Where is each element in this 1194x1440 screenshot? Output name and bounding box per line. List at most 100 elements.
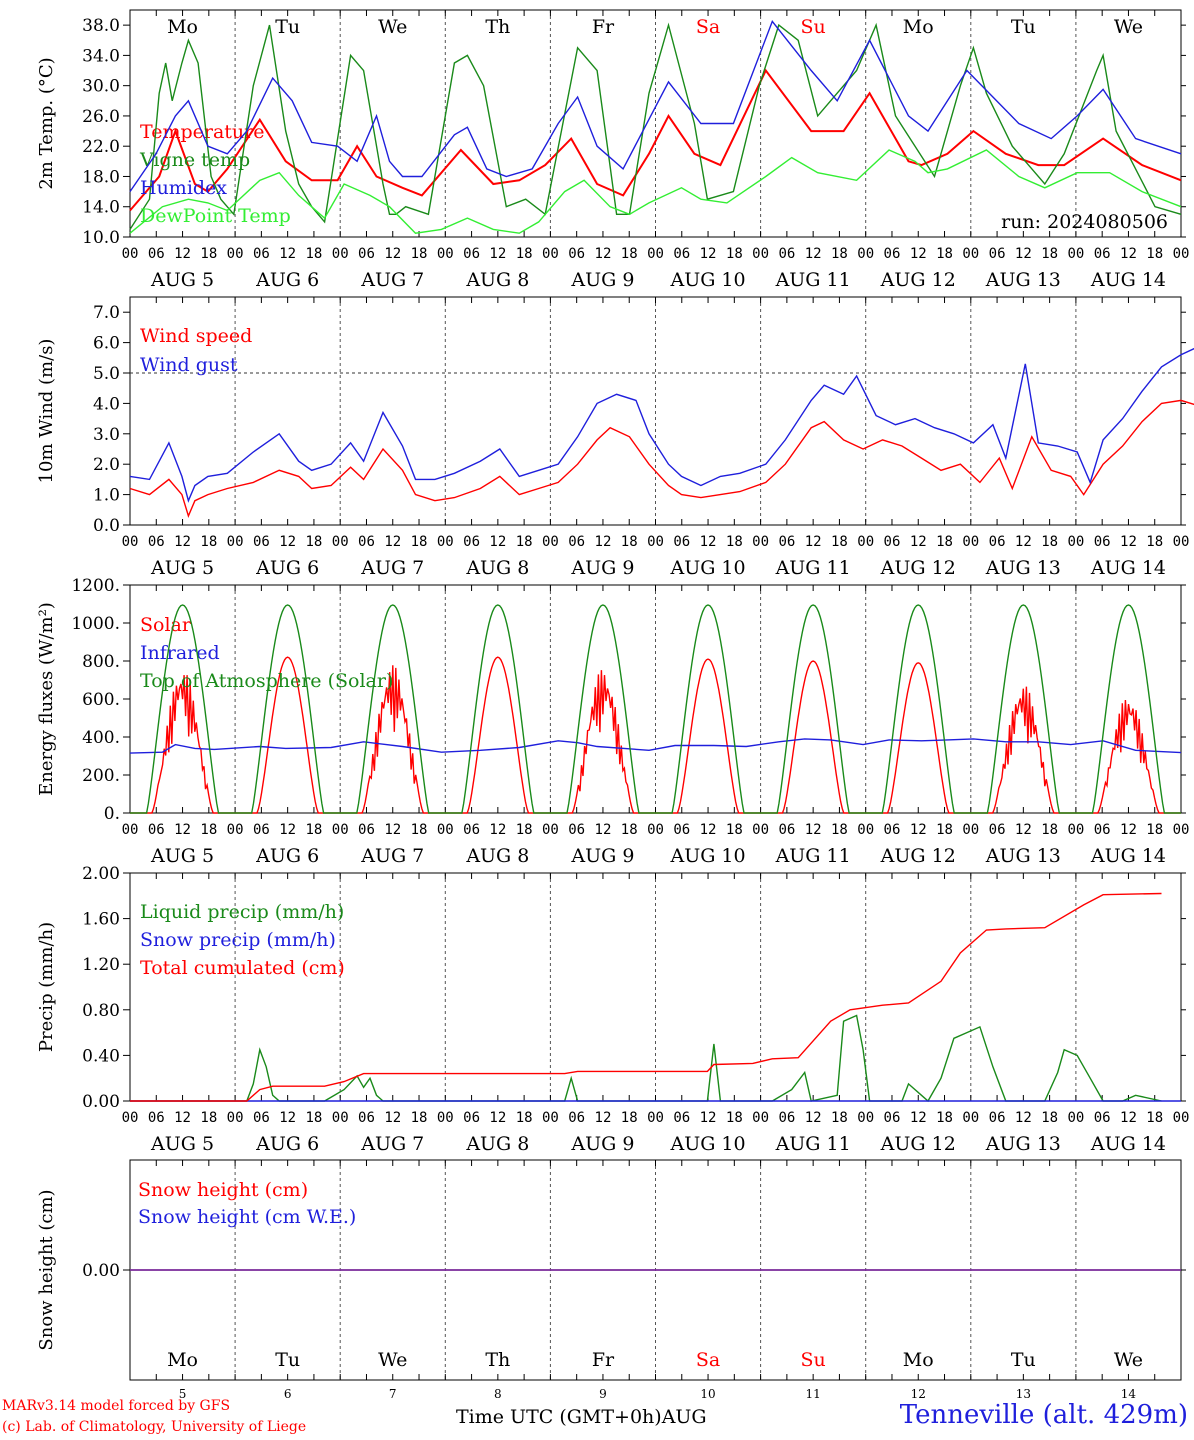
hour-tick-label: 12 [384,822,401,838]
hour-tick-label: 06 [463,1110,480,1126]
day-name: We [378,1349,407,1371]
hour-tick-label: 18 [936,1110,953,1126]
legend-label-wind-speed: Wind speed [140,325,252,347]
date-label: AUG 14 [1090,1133,1166,1155]
hour-tick-label: 18 [831,1110,848,1126]
hour-tick-label: 00 [752,822,769,838]
y-tick-label: 7.0 [93,303,120,323]
y-tick-label: 1.20 [82,955,120,975]
hour-tick-label: 12 [700,822,717,838]
legend-label-dewpoint-temp: DewPoint Temp [140,205,291,227]
date-label: AUG 7 [360,269,424,291]
legend-label-vigne-temp: Vigne temp [139,149,250,171]
hour-tick-label: 18 [516,822,533,838]
hour-tick-label: 00 [962,534,979,550]
date-label: AUG 8 [465,557,529,579]
y-tick-label: 0. [104,804,120,824]
date-label: AUG 9 [570,269,634,291]
hour-tick-label: 00 [752,246,769,262]
date-number: 11 [806,1387,821,1401]
hour-tick-label: 12 [174,1110,191,1126]
hour-tick-label: 12 [384,1110,401,1126]
hour-tick-label: 12 [595,246,612,262]
hour-tick-label: 00 [647,1110,664,1126]
lab-credit: (c) Lab. of Climatology, University of L… [2,1419,307,1435]
hour-tick-label: 00 [437,1110,454,1126]
hour-tick-label: 18 [516,246,533,262]
series-line-humidex [129,20,1182,192]
date-label: AUG 14 [1090,557,1166,579]
y-tick-label: 1000. [71,614,120,634]
date-label: AUG 10 [669,269,745,291]
hour-tick-label: 12 [700,534,717,550]
hour-tick-label: 12 [700,246,717,262]
date-label: AUG 6 [255,557,319,579]
y-tick-label: 18.0 [82,167,120,187]
day-name: We [1114,1349,1143,1371]
hour-tick-label: 18 [1146,534,1163,550]
date-label: AUG 5 [150,845,214,867]
hour-tick-label: 18 [411,1110,428,1126]
hour-tick-label: 18 [1041,534,1058,550]
day-name: Su [801,1349,826,1371]
hour-tick-label: 00 [857,534,874,550]
hour-tick-label: 00 [1173,822,1190,838]
day-name: Tu [1011,16,1036,38]
date-label: AUG 11 [775,1133,851,1155]
series-line-total-cumulated-cm- [130,892,1162,1102]
date-label: AUG 9 [570,845,634,867]
hour-tick-label: 12 [595,534,612,550]
y-tick-label: 800. [82,652,120,672]
date-label: AUG 13 [985,557,1061,579]
hour-tick-label: 12 [1120,534,1137,550]
day-name: Sa [696,16,720,38]
hour-tick-label: 12 [910,822,927,838]
hour-tick-label: 12 [1015,1110,1032,1126]
legend-label-wind-gust: Wind gust [140,354,238,376]
hour-tick-label: 06 [253,1110,270,1126]
hour-tick-label: 12 [805,822,822,838]
day-name: Mo [167,16,198,38]
hour-tick-label: 00 [1067,1110,1084,1126]
date-label: AUG 13 [985,845,1061,867]
hour-tick-label: 12 [279,534,296,550]
date-label: AUG 11 [775,269,851,291]
day-name: Fr [592,16,615,38]
hour-tick-label: 06 [568,246,585,262]
date-label: AUG 10 [669,557,745,579]
hour-tick-label: 12 [1120,822,1137,838]
series-line-temperature [129,68,1182,212]
hour-tick-label: 00 [857,246,874,262]
y-tick-label: 0.40 [82,1046,120,1066]
hour-tick-label: 18 [936,822,953,838]
date-number: 12 [911,1387,926,1401]
day-name: Sa [696,1349,720,1371]
series-line-wind-speed [129,399,1194,518]
series-line-liquid-precip-mm-h- [130,1014,1162,1103]
hour-tick-label: 18 [831,822,848,838]
hour-tick-label: 00 [857,822,874,838]
hour-tick-label: 00 [752,534,769,550]
hour-tick-label: 00 [1067,534,1084,550]
hour-tick-label: 06 [358,1110,375,1126]
hour-tick-label: 12 [174,246,191,262]
hour-tick-label: 00 [542,822,559,838]
hour-tick-label: 18 [726,822,743,838]
hour-tick-label: 18 [621,1110,638,1126]
date-label: AUG 10 [669,1133,745,1155]
series-line-dewpoint-temp [129,149,1182,234]
hour-tick-label: 18 [200,822,217,838]
hour-tick-label: 00 [647,822,664,838]
hour-tick-label: 06 [148,1110,165,1126]
time-axis-label: Time UTC (GMT+0h)AUG [456,1406,707,1428]
date-label: AUG 14 [1090,845,1166,867]
hour-tick-label: 00 [122,246,139,262]
panel-precip: 0.00 0.40 0.80 1.20 1.60 2.00 Precip (mm/h) 00 0… [36,864,1189,1155]
legend-label-snow-precip-mm-h-: Snow precip (mm/h) [140,929,336,951]
hour-tick-label: 12 [700,1110,717,1126]
hour-tick-label: 12 [595,1110,612,1126]
hour-tick-label: 18 [621,534,638,550]
y-tick-label: 10.0 [82,228,120,248]
series-line-vigne-temp [129,22,1182,230]
